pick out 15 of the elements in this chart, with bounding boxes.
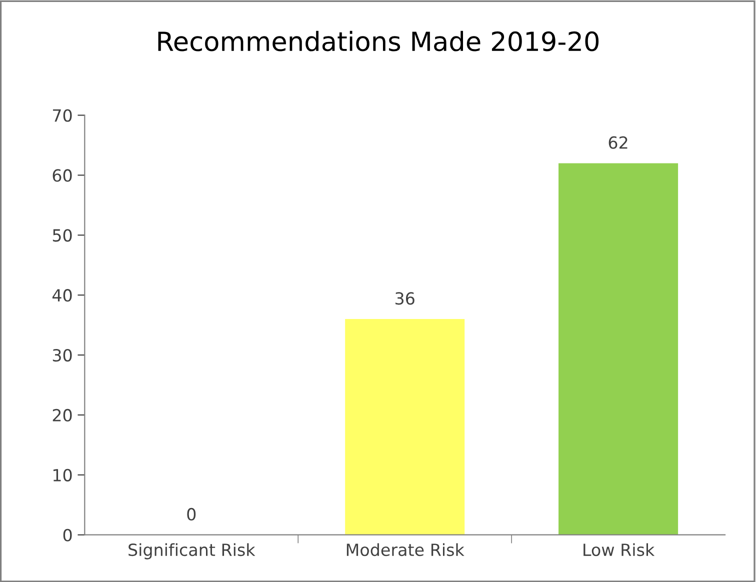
y-tick-label: 40 (52, 289, 72, 302)
data-label: 0 (187, 508, 196, 521)
x-tick-label: Low Risk (584, 543, 655, 556)
y-tick-label: 20 (52, 408, 72, 422)
y-tick-label: 60 (52, 169, 72, 182)
data-label: 62 (608, 136, 628, 149)
x-tick-label: Moderate Risk (346, 543, 464, 556)
data-label: 36 (396, 292, 414, 305)
y-tick-label: 70 (53, 109, 72, 122)
chart-title: Recommendations Made 2019-20 (158, 30, 599, 52)
y-tick-label: 0 (63, 528, 72, 542)
y-tick-label: 10 (53, 468, 72, 482)
y-tick-label: 30 (52, 348, 72, 362)
y-tick-label: 50 (52, 229, 72, 242)
x-tick-label: Significant Risk (128, 543, 256, 560)
